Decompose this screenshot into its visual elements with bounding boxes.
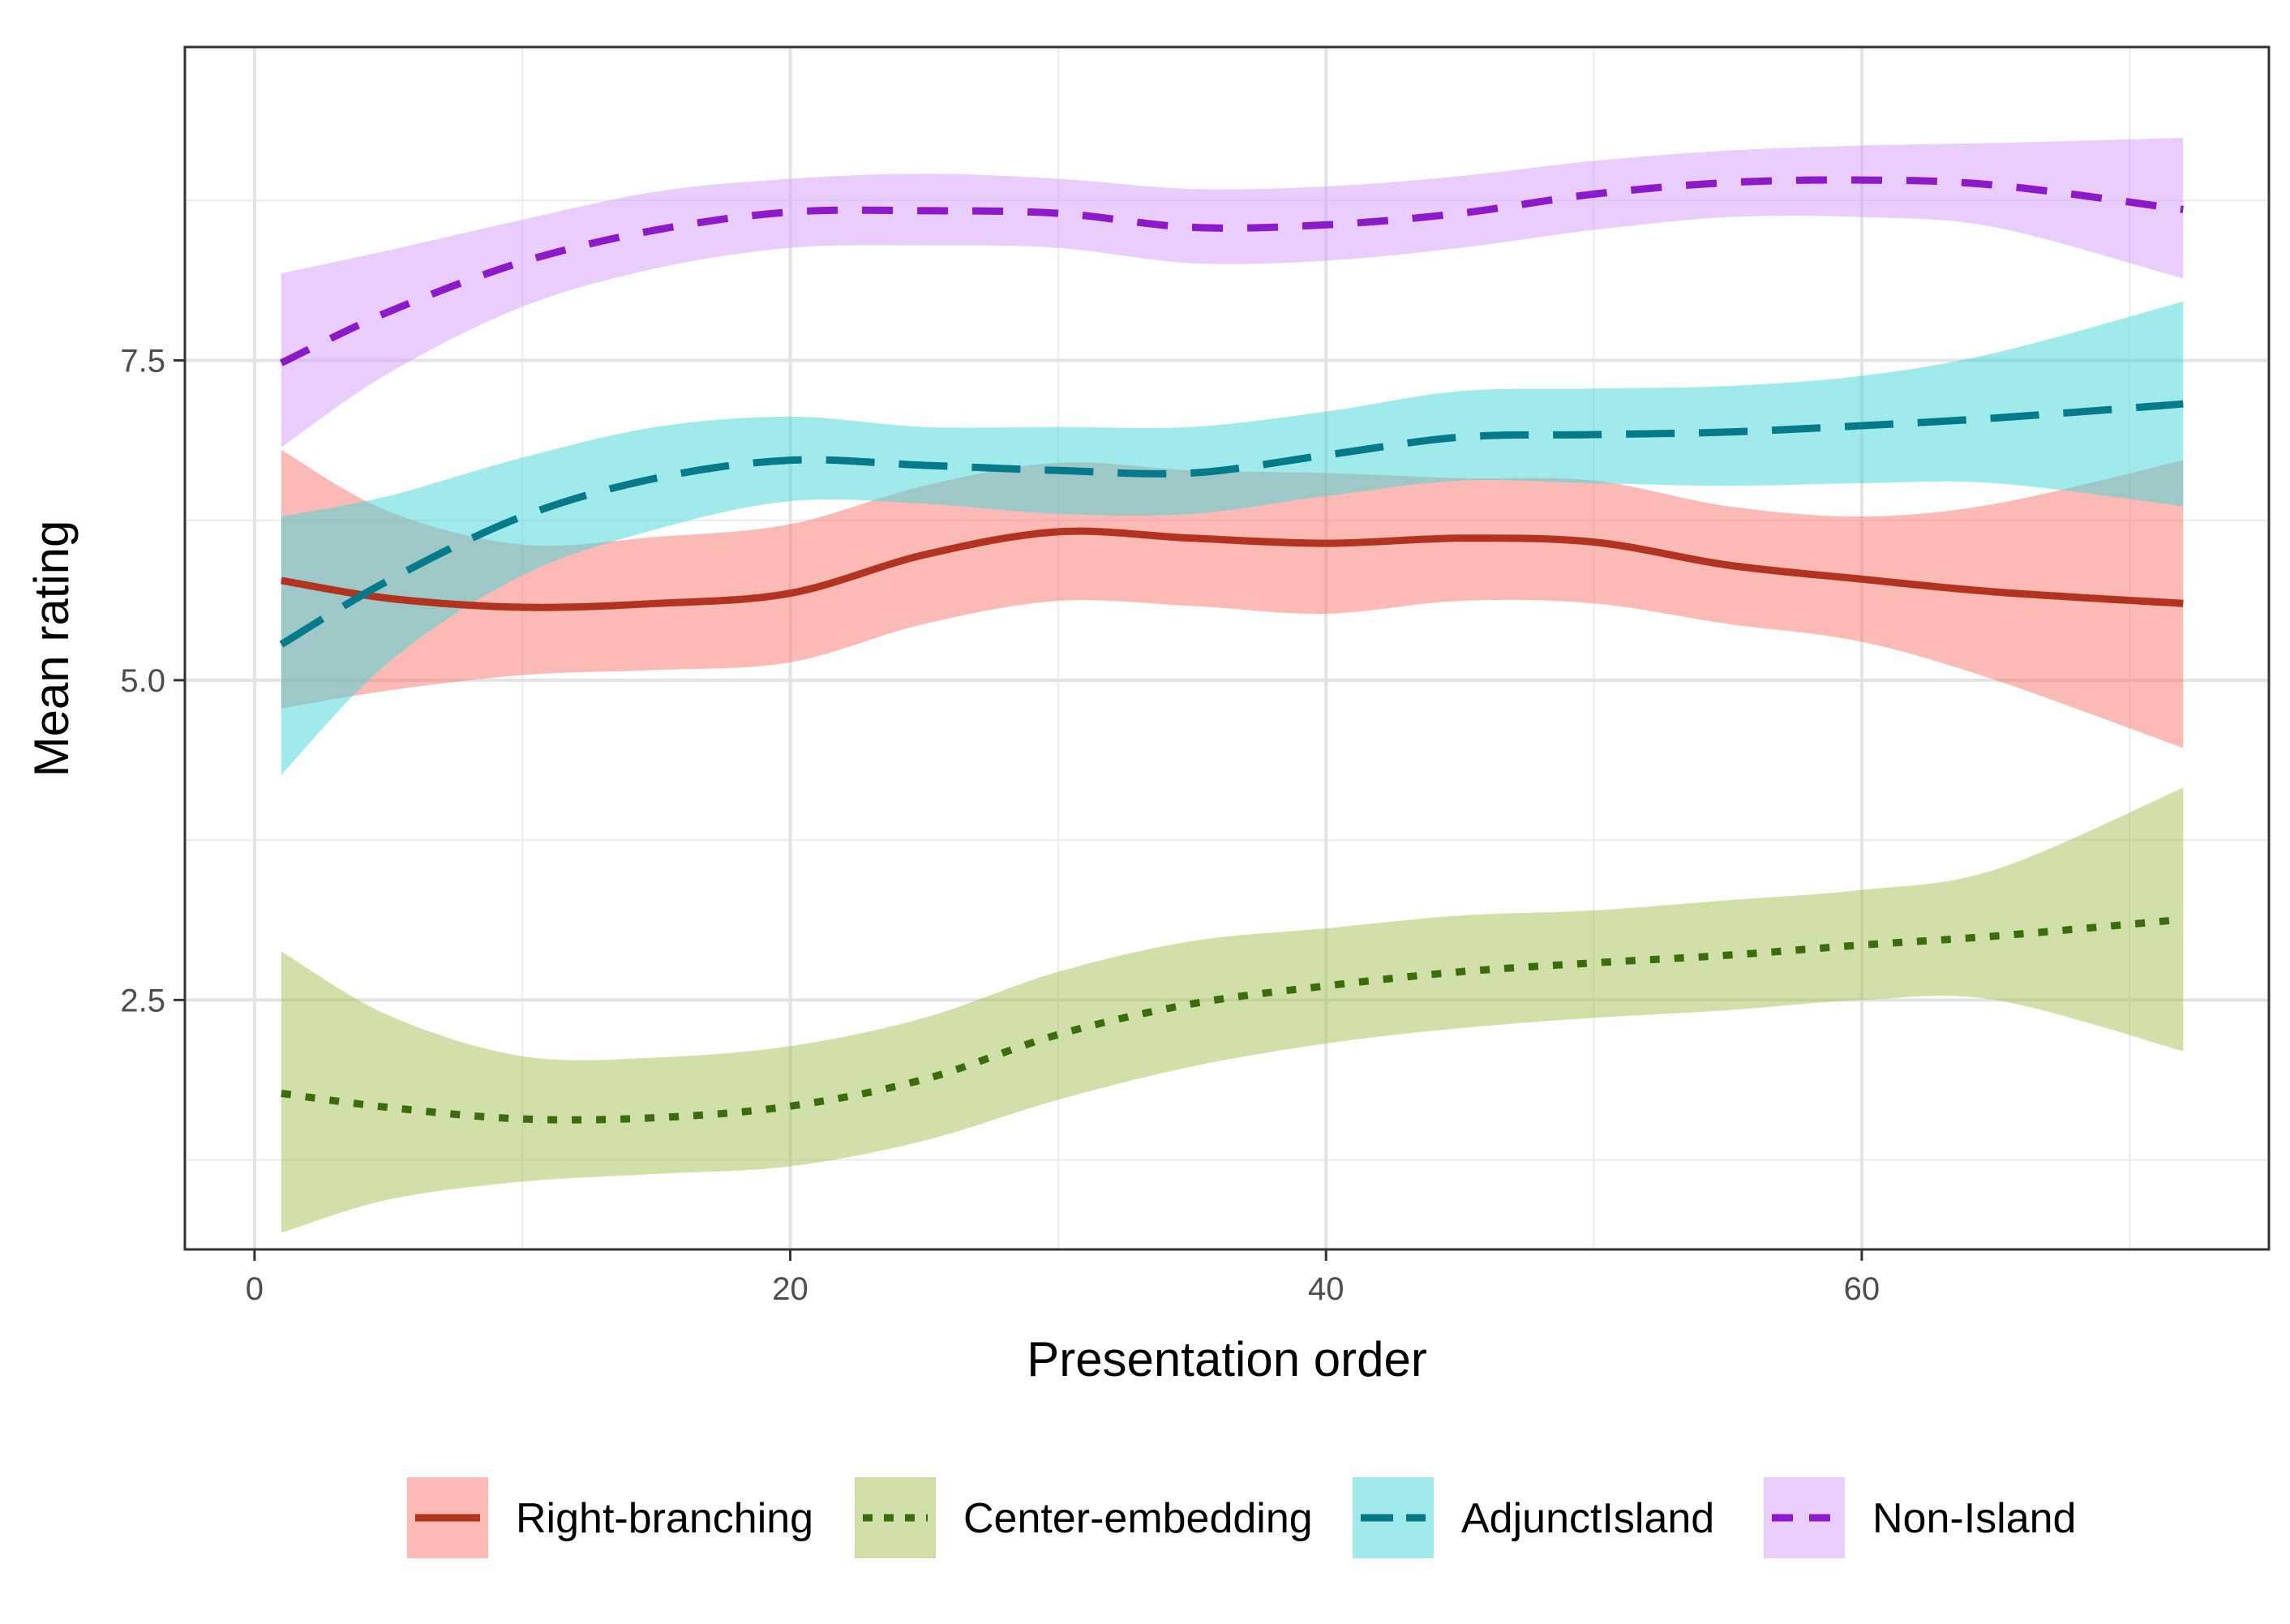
legend: Right-branching Center-embedding AdjunctIs… (407, 1477, 2076, 1558)
y-axis-title: Mean rating (24, 521, 79, 778)
smoothed-lines (279, 176, 2184, 1124)
legend-label: Non-Island (1872, 1495, 2076, 1542)
x-tick-label: 20 (772, 1271, 808, 1307)
x-tick-label: 60 (1844, 1271, 1880, 1307)
ribbon-center-embedding (281, 787, 2184, 1233)
line-center-embedding (281, 915, 2184, 1124)
line-adjunctisland (279, 400, 2184, 648)
panel-border (183, 45, 2271, 1251)
x-tick-label: 0 (246, 1271, 264, 1307)
legend-item-center-embedding: Center-embedding (855, 1477, 1313, 1558)
legend-item-right-branching: Right-branching (407, 1477, 813, 1558)
y-tick-label: 7.5 (120, 344, 165, 379)
y-tick-label: 2.5 (120, 983, 165, 1018)
x-axis-ticks: 0 20 40 60 (246, 1249, 1880, 1307)
x-tick-label: 40 (1308, 1271, 1344, 1307)
legend-item-non-island: Non-Island (1764, 1477, 2076, 1558)
y-axis-ticks: 2.5 5.0 7.5 (120, 344, 185, 1018)
y-tick-label: 5.0 (120, 663, 165, 699)
legend-label: Center-embedding (963, 1495, 1313, 1542)
legend-label: AdjunctIsland (1461, 1495, 1714, 1542)
x-axis-title: Presentation order (1027, 1332, 1427, 1386)
ribbon-right-branching (281, 450, 2184, 748)
line-right-branching (281, 527, 2184, 611)
ribbon-adjunctisland (281, 302, 2184, 775)
legend-label: Right-branching (516, 1495, 813, 1542)
line-non-island (279, 176, 2184, 366)
legend-item-adjunctisland: AdjunctIsland (1353, 1477, 1714, 1558)
